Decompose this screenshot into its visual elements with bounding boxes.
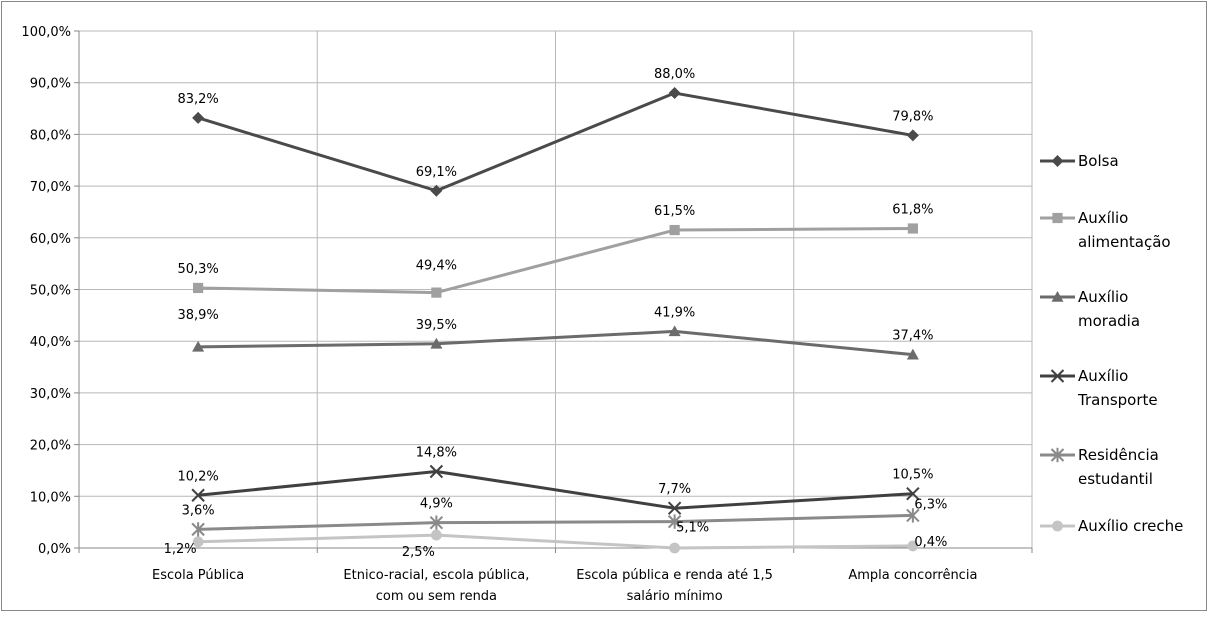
y-tick-label: 40,0% — [30, 335, 71, 350]
x-tick-label: salário mínimo — [627, 589, 723, 604]
legend-entry-label: Bolsa — [1078, 152, 1119, 170]
data-point — [669, 542, 681, 554]
legend-entry-label: Residência — [1078, 446, 1159, 464]
y-tick-label: 70,0% — [30, 180, 71, 195]
data-point — [669, 224, 680, 236]
data-label: 7,7% — [658, 482, 691, 497]
legend: Bolsa Auxílio alimentação Auxílio moradia Aux… — [1040, 152, 1183, 535]
legend-swatch-marker — [1050, 369, 1065, 383]
data-label: 1,2% — [164, 542, 197, 557]
data-label: 4,9% — [420, 497, 453, 512]
axes: 0,0% 10,0% 20,0% 30,0% 40,0% 50,0% 60,0% 70,0% 8… — [21, 25, 1033, 604]
x-tick-label: Escola Pública — [152, 568, 244, 583]
data-point — [667, 501, 682, 515]
legend-swatch-marker — [1051, 155, 1064, 167]
data-point — [906, 348, 919, 360]
data-point — [192, 536, 204, 548]
series-line — [198, 226, 913, 295]
data-point — [192, 111, 205, 124]
data-point — [429, 464, 444, 479]
legend-entry-label: moradia — [1078, 312, 1140, 330]
data-label: 61,5% — [654, 204, 695, 219]
series-lines — [191, 87, 920, 554]
x-tick-label: Ampla concorrência — [848, 568, 977, 583]
y-tick-label: 20,0% — [30, 439, 71, 454]
data-point — [430, 184, 443, 197]
data-point — [907, 540, 919, 552]
legend-swatch-marker — [1052, 520, 1063, 532]
legend-entry-label: Auxílio — [1078, 209, 1128, 227]
data-point — [193, 282, 204, 294]
legend-entry-label: Transporte — [1077, 391, 1158, 409]
y-tick-label: 50,0% — [30, 284, 71, 299]
legend-swatch-marker — [1052, 212, 1063, 224]
series-line — [198, 329, 914, 357]
marker-stroke — [1050, 369, 1065, 383]
legend-swatch-marker — [1051, 291, 1064, 302]
series-line — [197, 91, 914, 193]
y-tick-label: 100,0% — [21, 25, 71, 40]
y-tick-label: 0,0% — [38, 542, 71, 557]
data-point — [430, 529, 442, 541]
data-point — [191, 522, 205, 537]
data-label: 37,4% — [892, 329, 933, 344]
data-label: 79,8% — [892, 109, 933, 124]
x-tick-label: Etnico-racial, escola pública, — [343, 568, 529, 583]
data-label: 88,0% — [654, 67, 695, 82]
data-point — [191, 488, 205, 502]
data-label: 49,4% — [416, 259, 457, 274]
data-label: 3,6% — [182, 503, 215, 518]
data-point — [907, 223, 918, 234]
data-point — [906, 487, 920, 501]
series-line — [198, 533, 913, 550]
y-tick-label: 90,0% — [30, 77, 71, 92]
data-label: 0,4% — [914, 535, 947, 550]
legend-entry-label: Auxílio creche — [1078, 517, 1183, 535]
data-label: 69,1% — [416, 165, 457, 180]
y-tick-label: 10,0% — [30, 490, 71, 505]
y-tick-label: 30,0% — [30, 387, 71, 402]
legend-entry-label: alimentação — [1078, 233, 1171, 251]
data-labels: 83,2% 69,1% 88,0% 79,8% 50,3% 49,4% 61,5% 61,8%… — [164, 67, 948, 560]
data-point — [668, 325, 681, 337]
series-line — [198, 513, 913, 531]
data-point — [906, 129, 919, 142]
data-label: 10,2% — [177, 469, 218, 484]
y-tick-label: 80,0% — [30, 128, 71, 143]
data-point — [431, 287, 442, 298]
legend-entry-label: Auxílio — [1078, 367, 1128, 385]
data-label: 83,2% — [177, 92, 218, 107]
x-tick-label: com ou sem renda — [376, 589, 497, 604]
data-label: 38,9% — [177, 308, 218, 323]
y-tick-label: 60,0% — [30, 232, 71, 247]
data-label: 41,9% — [654, 305, 695, 320]
data-point — [906, 508, 920, 523]
data-point — [192, 340, 205, 352]
x-tick-label: Escola pública e renda até 1,5 — [576, 568, 773, 583]
legend-entry-label: estudantil — [1078, 470, 1153, 488]
data-label: 61,8% — [892, 202, 933, 217]
data-label: 2,5% — [402, 545, 435, 560]
data-point — [667, 514, 682, 529]
data-point — [429, 515, 444, 530]
marker-stroke — [667, 501, 682, 515]
marker-stroke — [191, 488, 205, 502]
data-label: 14,8% — [416, 445, 457, 460]
series-line — [197, 469, 913, 510]
legend-swatch-marker — [1050, 447, 1065, 463]
data-label: 39,5% — [416, 318, 457, 333]
data-point — [668, 87, 681, 100]
data-label: 5,1% — [676, 521, 709, 536]
legend-entry-label: Auxílio — [1078, 288, 1128, 306]
data-label: 10,5% — [892, 468, 933, 483]
marker-stroke — [906, 487, 920, 501]
data-label: 50,3% — [177, 262, 218, 277]
data-label: 6,3% — [914, 497, 947, 512]
marker-stroke — [429, 464, 444, 479]
data-point — [430, 337, 443, 349]
